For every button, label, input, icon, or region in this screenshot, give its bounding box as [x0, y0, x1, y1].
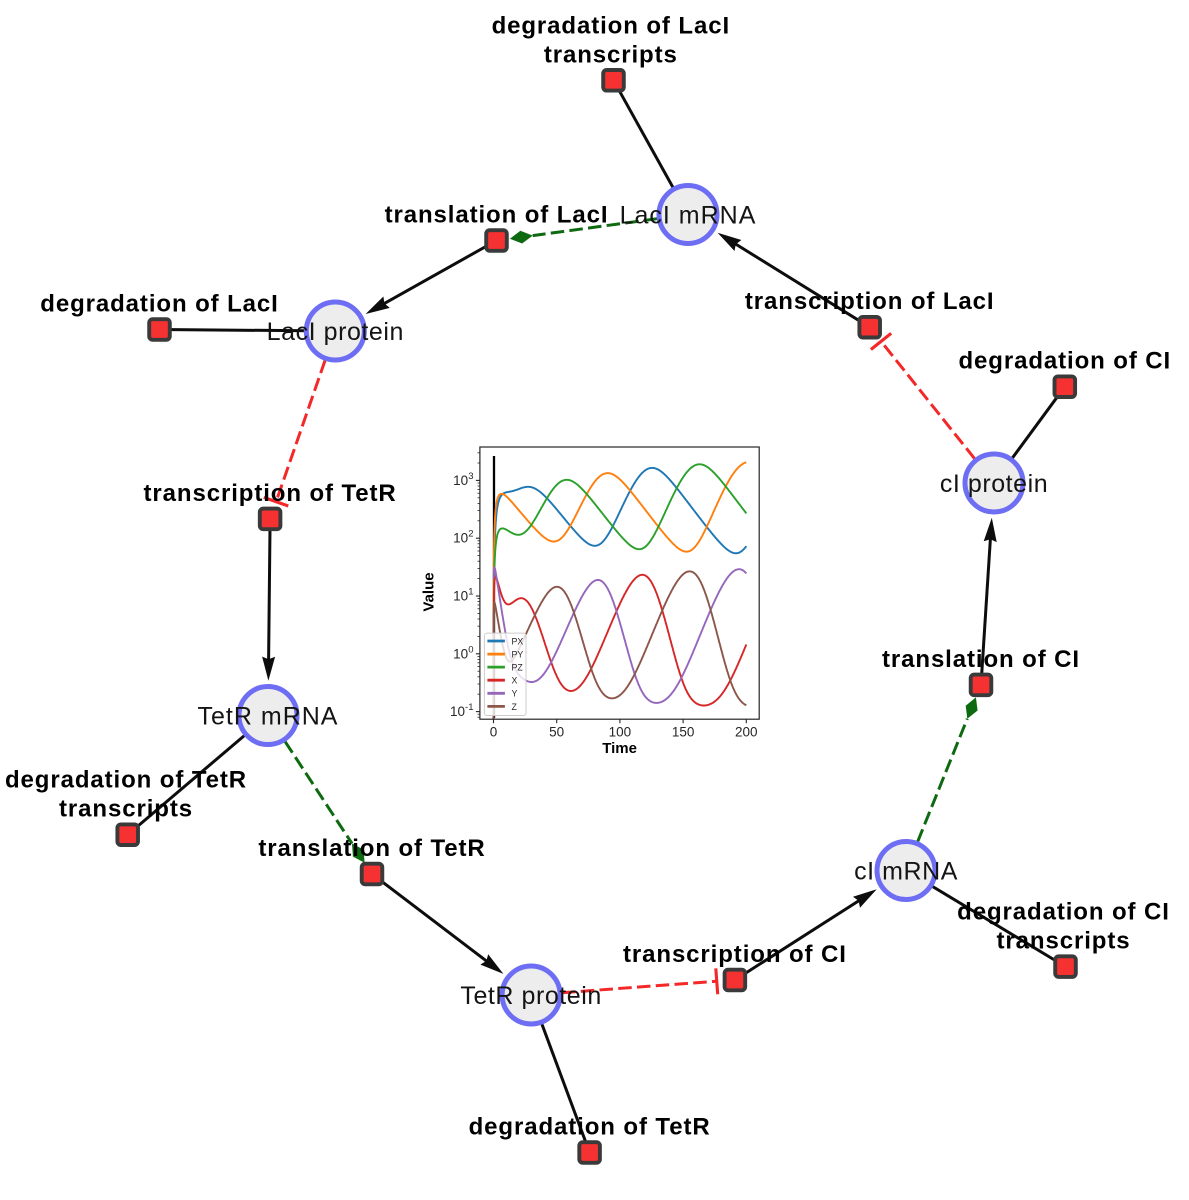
svg-text:degradation of TetR: degradation of TetR [469, 1114, 711, 1141]
svg-text:degradation of LacI: degradation of LacI [492, 12, 730, 39]
svg-text:degradation of LacI: degradation of LacI [40, 291, 278, 318]
svg-text:transcription of CI: transcription of CI [623, 941, 847, 968]
svg-text:transcripts: transcripts [544, 41, 678, 68]
svg-text:Y: Y [512, 689, 518, 699]
svg-text:transcription of LacI: transcription of LacI [745, 288, 995, 315]
svg-text:Z: Z [512, 702, 518, 712]
svg-text:translation of LacI: translation of LacI [385, 202, 609, 229]
svg-text:translation of CI: translation of CI [882, 646, 1080, 673]
svg-text:PZ: PZ [512, 663, 524, 673]
svg-text:cI protein: cI protein [940, 470, 1048, 498]
svg-text:Value: Value [421, 572, 438, 611]
svg-text:0: 0 [490, 725, 498, 740]
svg-text:Time: Time [602, 740, 637, 757]
svg-text:TetR protein: TetR protein [460, 982, 601, 1010]
svg-text:PX: PX [512, 636, 524, 646]
svg-text:LacI mRNA: LacI mRNA [620, 202, 757, 230]
svg-text:LacI protein: LacI protein [267, 318, 404, 346]
svg-text:150: 150 [672, 725, 695, 740]
svg-text:TetR mRNA: TetR mRNA [198, 703, 339, 731]
svg-text:100: 100 [609, 725, 632, 740]
svg-text:transcripts: transcripts [59, 796, 193, 823]
svg-text:degradation of CI: degradation of CI [958, 348, 1171, 375]
svg-text:degradation of CI: degradation of CI [957, 899, 1170, 926]
svg-text:degradation of TetR: degradation of TetR [5, 767, 247, 794]
svg-text:X: X [512, 676, 518, 686]
svg-text:transcription of TetR: transcription of TetR [144, 480, 397, 507]
svg-text:PY: PY [512, 650, 524, 660]
svg-text:50: 50 [549, 725, 564, 740]
svg-text:cI mRNA: cI mRNA [854, 858, 958, 886]
svg-text:translation of TetR: translation of TetR [258, 835, 485, 862]
svg-text:transcripts: transcripts [997, 928, 1131, 955]
svg-text:200: 200 [735, 725, 758, 740]
